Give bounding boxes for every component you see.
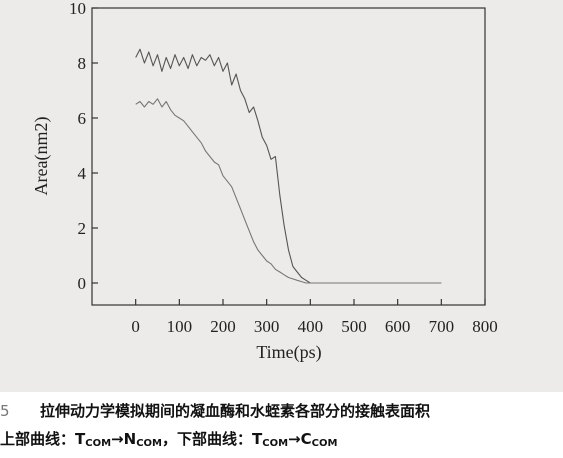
- series-line-2: [135, 98, 442, 284]
- figure-panel: 0 2 4 6 8 10 0 100 200 300 400 500 600 700 800 Time(p…: [0, 0, 563, 392]
- plot-frame: [91, 7, 486, 306]
- lower-arrow: →: [288, 430, 301, 448]
- y-tick-label: 10: [69, 0, 86, 18]
- x-axis-label: Time(ps): [256, 342, 321, 363]
- y-tick-label: 6: [78, 109, 87, 128]
- x-tick-label: 0: [131, 317, 140, 336]
- x-tick-label: 400: [298, 317, 324, 336]
- upper-t-com: TCOM: [75, 430, 112, 449]
- lower-c-com: CCOM: [300, 430, 338, 449]
- y-tick-label: 0: [78, 274, 87, 293]
- x-tick-label: 800: [472, 317, 498, 336]
- upper-arrow: →: [111, 430, 124, 448]
- figure-number: 5: [0, 402, 10, 420]
- x-tick-label: 100: [167, 317, 193, 336]
- x-tick-label: 300: [254, 317, 280, 336]
- x-tick-label: 700: [429, 317, 455, 336]
- y-tick-label: 8: [78, 54, 87, 73]
- x-tick-label: 500: [341, 317, 367, 336]
- y-tick-label: 4: [78, 164, 87, 183]
- upper-curve-label: 上部曲线：: [0, 430, 76, 448]
- caption-title: 拉伸动力学模拟期间的凝血酶和水蛭素各部分的接触表面积: [40, 402, 431, 420]
- line-chart: 0 2 4 6 8 10 0 100 200 300 400 500 600 700 800 Time(p…: [31, 0, 498, 363]
- lower-curve-label: ，下部曲线：: [161, 430, 252, 448]
- caption-line-2: 上部曲线：TCOM→NCOM，下部曲线：TCOM→CCOM: [0, 428, 337, 449]
- upper-n-com: NCOM: [123, 430, 162, 449]
- series-line-1: [135, 48, 442, 284]
- x-tick-label: 200: [210, 317, 236, 336]
- caption-line-1: 5 拉伸动力学模拟期间的凝血酶和水蛭素各部分的接触表面积: [0, 400, 430, 421]
- y-axis-label: Area(nm2): [31, 117, 52, 196]
- lower-t-com: TCOM: [252, 430, 289, 449]
- y-tick-label: 2: [78, 219, 87, 238]
- x-tick-label: 600: [385, 317, 411, 336]
